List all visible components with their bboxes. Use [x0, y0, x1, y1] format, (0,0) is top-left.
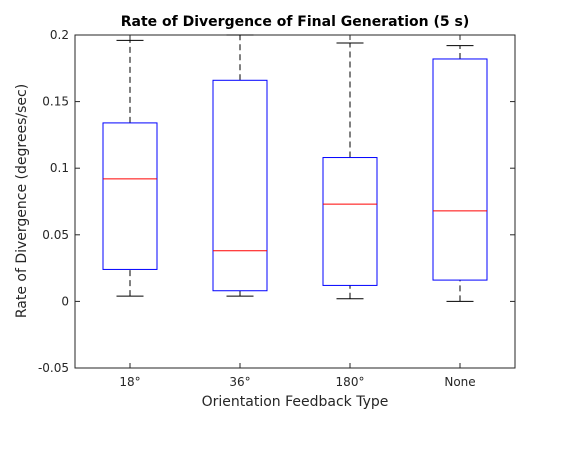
box-series — [102, 34, 488, 302]
y-tick-label: -0.05 — [38, 361, 69, 375]
y-tick-label: 0.15 — [42, 95, 69, 109]
y-tick-label: 0.2 — [50, 28, 69, 42]
chart-title: Rate of Divergence of Final Generation (… — [121, 14, 470, 30]
y-tick-label: 0.1 — [50, 161, 69, 175]
y-tick-label: 0 — [61, 294, 69, 308]
x-axis-label: Orientation Feedback Type — [202, 394, 389, 410]
y-tick-label: 0.05 — [42, 228, 69, 242]
x-tick-label: 36° — [229, 375, 250, 389]
y-axis-label: Rate of Divergence (degrees/sec) — [14, 84, 30, 318]
iqr-box — [102, 122, 158, 270]
iqr-box — [432, 58, 488, 281]
iqr-box — [212, 79, 268, 292]
y-axis: -0.05 0 0.05 0.1 0.15 0.2 — [38, 28, 515, 375]
x-axis: 18° 36° 180° None — [119, 35, 476, 389]
x-tick-label: 180° — [336, 375, 365, 389]
x-tick-label: None — [444, 375, 475, 389]
x-tick-label: 18° — [119, 375, 140, 389]
plot-area — [74, 34, 516, 369]
iqr-box — [322, 157, 378, 286]
